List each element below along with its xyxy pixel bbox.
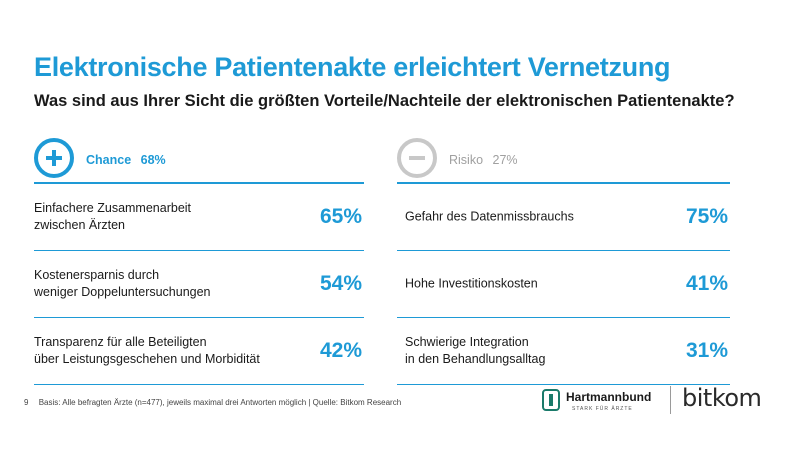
bitkom-logo: bitkom <box>682 384 762 412</box>
chance-row-1: Einfachere Zusammenarbeit zwischen Ärzte… <box>34 184 364 251</box>
risiko-row-1: Gefahr des Datenmissbrauchs 75% <box>397 184 730 251</box>
risiko-row-2: Hohe Investitionskosten 41% <box>397 251 730 318</box>
chance-label-3: Transparenz für alle Beteiligten über Le… <box>34 335 260 366</box>
risiko-column: Risiko 27% Gefahr des Datenmissbrauchs 7… <box>397 138 730 385</box>
chance-title: Chance <box>86 153 132 167</box>
hartmannbund-name: Hartmannbund <box>566 390 652 404</box>
chance-column: Chance 68% Einfachere Zusammenarbeit zwi… <box>34 138 364 385</box>
chance-value-2: 54% <box>319 272 362 295</box>
footer-note: 9 Basis: Alle befragten Ärzte (n=477), j… <box>24 398 401 407</box>
logo-divider <box>670 386 671 414</box>
page-title: Elektronische Patientenakte erleichtert … <box>34 52 671 82</box>
minus-icon <box>397 138 437 178</box>
chance-row-2: Kostenersparnis durch weniger Doppelunte… <box>34 251 364 318</box>
hartmannbund-mark-icon <box>542 389 560 411</box>
chance-label-1: Einfachere Zusammenarbeit zwischen Ärzte… <box>34 201 192 232</box>
chance-total: 68% <box>140 153 166 167</box>
hartmannbund-logo: Hartmannbund STARK FÜR ÄRZTE <box>542 387 662 417</box>
risiko-header: Risiko 27% <box>397 138 730 182</box>
chance-label-2: Kostenersparnis durch weniger Doppelunte… <box>34 268 211 299</box>
risiko-label-1: Gefahr des Datenmissbrauchs <box>405 209 574 224</box>
page-subtitle: Was sind aus Ihrer Sicht die größten Vor… <box>34 92 735 110</box>
chance-header: Chance 68% <box>34 138 364 182</box>
risiko-value-1: 75% <box>685 205 728 228</box>
source-note: Basis: Alle befragten Ärzte (n=477), jew… <box>38 398 402 407</box>
hartmannbund-claim: STARK FÜR ÄRZTE <box>572 406 633 412</box>
chance-value-3: 42% <box>319 339 362 362</box>
risiko-value-2: 41% <box>685 272 728 295</box>
chance-value-1: 65% <box>319 205 362 228</box>
risiko-label-2: Hohe Investitionskosten <box>405 276 538 291</box>
risiko-value-3: 31% <box>685 339 728 362</box>
risiko-title: Risiko <box>449 153 484 167</box>
risiko-rule <box>397 182 730 184</box>
chance-row-3: Transparenz für alle Beteiligten über Le… <box>34 318 364 385</box>
risiko-label-3: Schwierige Integration in den Behandlung… <box>405 335 546 366</box>
chance-rule <box>34 182 364 184</box>
page-number: 9 <box>24 398 29 407</box>
plus-icon <box>34 138 74 178</box>
risiko-total: 27% <box>492 153 518 167</box>
risiko-row-3: Schwierige Integration in den Behandlung… <box>397 318 730 385</box>
